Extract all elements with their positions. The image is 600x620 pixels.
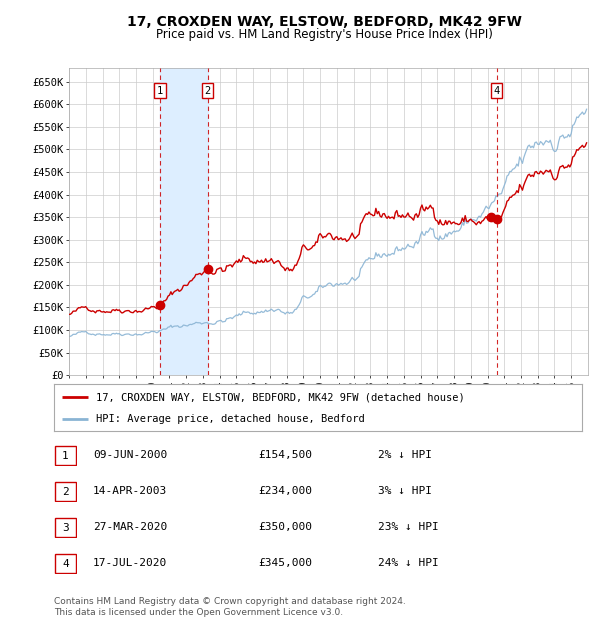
Text: 23% ↓ HPI: 23% ↓ HPI bbox=[378, 522, 439, 532]
Text: 17-JUL-2020: 17-JUL-2020 bbox=[93, 558, 167, 568]
Text: 3: 3 bbox=[62, 523, 69, 533]
Text: Price paid vs. HM Land Registry's House Price Index (HPI): Price paid vs. HM Land Registry's House … bbox=[155, 28, 493, 41]
Text: 09-JUN-2000: 09-JUN-2000 bbox=[93, 450, 167, 460]
Text: £154,500: £154,500 bbox=[258, 450, 312, 460]
Text: £234,000: £234,000 bbox=[258, 486, 312, 496]
Text: 2: 2 bbox=[205, 86, 211, 95]
Bar bbox=[160, 68, 208, 375]
Text: 14-APR-2003: 14-APR-2003 bbox=[93, 486, 167, 496]
Text: 2% ↓ HPI: 2% ↓ HPI bbox=[378, 450, 432, 460]
Text: 4: 4 bbox=[62, 559, 69, 569]
FancyBboxPatch shape bbox=[55, 518, 76, 537]
Text: 2: 2 bbox=[62, 487, 69, 497]
Text: 24% ↓ HPI: 24% ↓ HPI bbox=[378, 558, 439, 568]
Text: £350,000: £350,000 bbox=[258, 522, 312, 532]
Text: 1: 1 bbox=[62, 451, 69, 461]
Text: 4: 4 bbox=[493, 86, 500, 95]
Text: 27-MAR-2020: 27-MAR-2020 bbox=[93, 522, 167, 532]
FancyBboxPatch shape bbox=[55, 446, 76, 465]
FancyBboxPatch shape bbox=[55, 482, 76, 501]
FancyBboxPatch shape bbox=[55, 554, 76, 573]
Text: 1: 1 bbox=[157, 86, 163, 95]
Text: 17, CROXDEN WAY, ELSTOW, BEDFORD, MK42 9FW: 17, CROXDEN WAY, ELSTOW, BEDFORD, MK42 9… bbox=[127, 16, 521, 30]
Text: Contains HM Land Registry data © Crown copyright and database right 2024.
This d: Contains HM Land Registry data © Crown c… bbox=[54, 598, 406, 617]
Text: £345,000: £345,000 bbox=[258, 558, 312, 568]
Text: 3% ↓ HPI: 3% ↓ HPI bbox=[378, 486, 432, 496]
Text: HPI: Average price, detached house, Bedford: HPI: Average price, detached house, Bedf… bbox=[96, 414, 365, 424]
Text: 17, CROXDEN WAY, ELSTOW, BEDFORD, MK42 9FW (detached house): 17, CROXDEN WAY, ELSTOW, BEDFORD, MK42 9… bbox=[96, 392, 465, 402]
